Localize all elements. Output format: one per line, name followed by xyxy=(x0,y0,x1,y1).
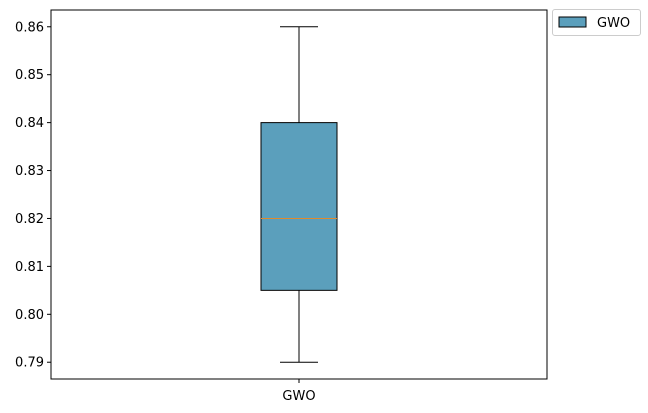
legend-frame xyxy=(552,9,641,36)
y-axis: 0.79 0.80 0.81 0.82 0.83 0.84 0.85 0.86 xyxy=(15,20,51,371)
y-tick-label: 0.84 xyxy=(15,116,44,131)
y-tick-label: 0.80 xyxy=(15,308,44,323)
iqr-box xyxy=(260,122,338,291)
y-tick-label: 0.86 xyxy=(15,20,44,35)
legend: GWO xyxy=(552,9,641,36)
x-axis: GWO xyxy=(282,379,316,404)
x-tick-label: GWO xyxy=(282,389,315,404)
y-tick-label: 0.85 xyxy=(15,68,44,83)
plot-frame xyxy=(50,9,548,380)
y-tick-label: 0.79 xyxy=(15,356,44,371)
legend-swatch xyxy=(558,16,587,28)
y-tick-label: 0.81 xyxy=(15,260,44,275)
plot-marks xyxy=(260,26,338,363)
y-tick-label: 0.83 xyxy=(15,164,44,179)
y-tick-label: 0.82 xyxy=(15,212,44,227)
legend-label: GWO xyxy=(597,16,630,31)
